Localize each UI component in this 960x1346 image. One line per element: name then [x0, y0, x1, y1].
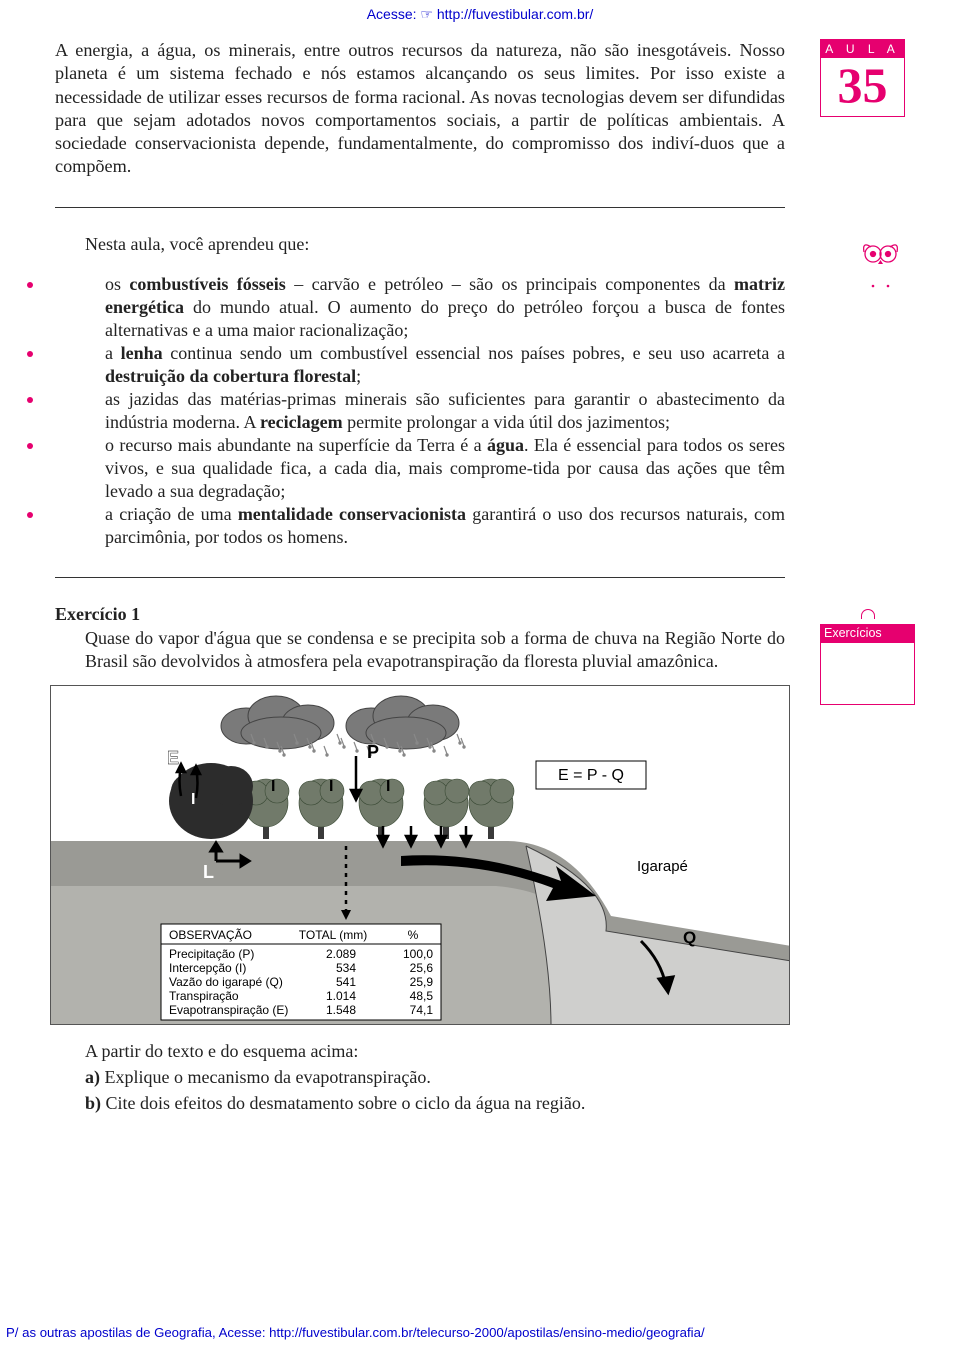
separator-1 [55, 207, 785, 208]
svg-text:Vazão do igarapé (Q): Vazão do igarapé (Q) [169, 975, 283, 989]
summary-item: as jazidas das matérias-primas minerais … [55, 388, 785, 434]
summary-list: os combustíveis fósseis – carvão e petró… [55, 273, 785, 549]
aula-label: A U L A [820, 39, 905, 58]
top-link: Acesse: ☞ http://fuvestibular.com.br/ [0, 0, 960, 23]
svg-text:1.548: 1.548 [326, 1003, 356, 1017]
svg-text:100,0: 100,0 [403, 947, 433, 961]
question-a-text: Explique o mecanismo da evapotranspiraçã… [100, 1067, 431, 1087]
svg-text:E: E [167, 748, 179, 768]
svg-text:541: 541 [336, 975, 356, 989]
svg-text:I: I [386, 778, 390, 795]
svg-text:P: P [367, 742, 379, 762]
svg-text:OBSERVAÇÃO: OBSERVAÇÃO [169, 928, 252, 942]
question-b-text: Cite dois efeitos do desmatamento sobre … [101, 1093, 585, 1113]
aula-number: 35 [820, 58, 905, 117]
svg-text:25,6: 25,6 [410, 961, 434, 975]
exercise-section: Exercícios Exercício 1 Quase do vapor d'… [55, 604, 785, 673]
owl-icon [858, 238, 903, 308]
svg-text:534: 534 [336, 961, 356, 975]
separator-2 [55, 577, 785, 578]
svg-text:74,1: 74,1 [410, 1003, 434, 1017]
svg-text:I: I [329, 778, 333, 795]
figure-diagram: E = P - Q Igarapé E P I I I I L Q OBSERV… [50, 685, 790, 1025]
exercise-badge: Exercícios [820, 614, 915, 705]
exercise-body: Quase do vapor d'água que se condensa e … [55, 627, 785, 673]
aula-box: A U L A 35 [820, 39, 905, 117]
exercise-title: Exercício 1 [55, 604, 785, 625]
svg-text:48,5: 48,5 [410, 989, 434, 1003]
exercise-badge-label: Exercícios [820, 624, 915, 643]
svg-text:I: I [191, 791, 195, 808]
questions-lead: A partir do texto e do esquema acima: [85, 1039, 785, 1063]
summary-section: Nesta aula, você aprendeu que: os combus… [55, 234, 785, 549]
svg-text:Transpiração: Transpiração [169, 989, 239, 1003]
summary-item: a lenha continua sendo um combustível es… [55, 342, 785, 388]
svg-text:Q: Q [683, 928, 696, 947]
svg-text:TOTAL (mm): TOTAL (mm) [299, 928, 367, 942]
question-b-label: b) [85, 1093, 101, 1113]
intro-paragraph: A energia, a água, os minerais, entre ou… [55, 39, 785, 179]
summary-item: a criação de uma mentalidade conservacio… [55, 503, 785, 549]
footer-url[interactable]: http://fuvestibular.com.br/telecurso-200… [269, 1325, 704, 1340]
footer: P/ as outras apostilas de Geografia, Ace… [0, 1325, 960, 1340]
summary-item: o recurso mais abundante na superfície d… [55, 434, 785, 503]
svg-text:Precipitação (P): Precipitação (P) [169, 947, 254, 961]
exercise-questions: A partir do texto e do esquema acima: a)… [55, 1039, 785, 1115]
top-link-prefix: Acesse: [367, 6, 421, 22]
svg-text:2.089: 2.089 [326, 947, 356, 961]
svg-text:E = P - Q: E = P - Q [558, 767, 624, 784]
svg-text:%: % [408, 928, 419, 942]
summary-item: os combustíveis fósseis – carvão e petró… [55, 273, 785, 342]
svg-text:25,9: 25,9 [410, 975, 434, 989]
svg-text:Evapotranspiração (E): Evapotranspiração (E) [169, 1003, 288, 1017]
svg-text:Igarapé: Igarapé [637, 858, 688, 875]
svg-text:L: L [203, 862, 214, 882]
question-a-label: a) [85, 1067, 100, 1087]
svg-text:Intercepção (I): Intercepção (I) [169, 961, 246, 975]
top-link-url[interactable]: http://fuvestibular.com.br/ [437, 6, 593, 22]
hand-icon: ☞ [420, 6, 436, 22]
summary-lead: Nesta aula, você aprendeu que: [55, 234, 785, 255]
footer-prefix: P/ as outras apostilas de Geografia, Ace… [6, 1325, 269, 1340]
svg-text:I: I [271, 778, 275, 795]
svg-text:1.014: 1.014 [326, 989, 356, 1003]
